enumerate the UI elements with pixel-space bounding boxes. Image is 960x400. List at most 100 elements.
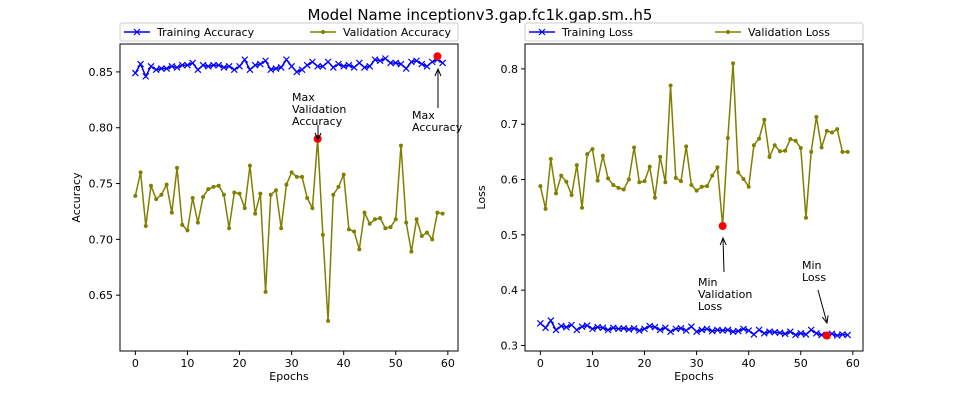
data-point xyxy=(835,127,840,132)
data-point xyxy=(590,147,595,152)
legend-marker xyxy=(538,28,546,36)
data-point xyxy=(574,163,579,168)
data-point xyxy=(402,65,410,72)
legend-marker xyxy=(133,28,141,36)
data-point xyxy=(646,322,654,330)
data-point xyxy=(366,62,374,70)
data-point xyxy=(159,192,164,197)
data-point xyxy=(844,331,852,339)
data-point xyxy=(288,62,296,70)
data-point xyxy=(547,317,555,325)
data-point xyxy=(310,206,315,211)
data-point xyxy=(147,62,155,70)
data-point xyxy=(340,62,348,70)
data-point xyxy=(263,289,268,294)
data-point xyxy=(204,62,212,70)
data-point xyxy=(195,220,200,225)
data-point xyxy=(329,64,337,71)
data-point xyxy=(273,188,278,193)
data-point xyxy=(388,225,393,230)
annotation-label: Min Validation Loss xyxy=(698,276,752,313)
data-point xyxy=(152,66,160,74)
data-point xyxy=(736,170,741,175)
data-point xyxy=(776,329,784,337)
data-point xyxy=(606,176,611,181)
x-tick-label: 10 xyxy=(585,357,599,370)
y-tick-label: 0.4 xyxy=(501,284,519,297)
data-point xyxy=(809,149,814,154)
data-point xyxy=(840,149,845,154)
data-point xyxy=(131,69,139,77)
legend-marker xyxy=(726,30,730,34)
annotation-line: Max xyxy=(292,91,315,104)
data-point xyxy=(632,145,637,150)
legend-marker xyxy=(321,30,325,34)
data-point xyxy=(352,229,357,234)
highlight-point xyxy=(433,52,442,61)
data-point xyxy=(583,322,591,329)
data-point xyxy=(783,148,788,153)
data-point xyxy=(383,226,388,231)
data-point xyxy=(367,221,372,226)
data-point xyxy=(600,153,605,158)
data-point xyxy=(220,64,228,71)
data-point xyxy=(189,59,197,67)
data-point xyxy=(178,61,186,69)
legend-label: Validation Loss xyxy=(748,26,830,39)
data-point xyxy=(562,323,570,331)
x-tick-label: 40 xyxy=(337,357,351,370)
data-point xyxy=(138,170,143,175)
axes-frame xyxy=(119,43,459,352)
data-point xyxy=(845,149,850,154)
data-point xyxy=(741,176,746,181)
data-point xyxy=(293,68,301,76)
data-point xyxy=(133,193,138,198)
annotation-label: Max Validation Accuracy xyxy=(292,91,346,128)
data-point xyxy=(163,65,171,72)
data-point xyxy=(305,196,310,201)
data-point xyxy=(148,183,153,188)
data-point xyxy=(788,137,793,142)
data-point xyxy=(413,57,421,65)
data-point xyxy=(609,324,617,332)
data-point xyxy=(173,64,181,71)
highlight-point xyxy=(718,221,727,230)
data-point xyxy=(326,318,331,323)
data-point xyxy=(814,115,819,120)
x-tick-label: 50 xyxy=(389,357,403,370)
data-point xyxy=(300,174,305,179)
data-point xyxy=(678,179,683,184)
y-tick-label: 0.7 xyxy=(501,118,519,131)
y-tick-label: 0.85 xyxy=(89,66,114,79)
data-point xyxy=(699,184,704,189)
data-point xyxy=(538,184,543,189)
data-point xyxy=(568,321,576,329)
data-point xyxy=(803,215,808,220)
data-point xyxy=(175,165,180,170)
data-point xyxy=(277,64,285,71)
highlight-point xyxy=(822,331,831,340)
data-point xyxy=(215,61,223,69)
data-point xyxy=(667,328,674,336)
x-tick-label: 30 xyxy=(285,357,299,370)
data-point xyxy=(241,56,249,64)
data-point xyxy=(407,58,415,66)
data-point xyxy=(414,217,419,222)
data-point xyxy=(154,197,159,202)
data-point xyxy=(142,72,150,80)
data-point xyxy=(440,211,445,216)
data-point xyxy=(746,184,751,189)
data-point xyxy=(781,330,789,338)
data-point xyxy=(164,182,169,187)
data-point xyxy=(641,325,648,333)
data-point xyxy=(258,191,263,196)
data-point xyxy=(786,328,794,336)
data-point xyxy=(616,185,621,190)
data-point xyxy=(637,180,642,185)
data-point xyxy=(557,322,565,330)
y-tick-label: 0.80 xyxy=(89,122,114,135)
loss-chart: 0 10 20 30 40 50 60 0.3 0.4 0.5 0.6 0.7 0.8 Epochs Los… xyxy=(475,22,864,383)
data-point xyxy=(798,145,803,150)
data-point xyxy=(564,179,569,184)
annotation-arrow-shaft xyxy=(817,289,828,324)
